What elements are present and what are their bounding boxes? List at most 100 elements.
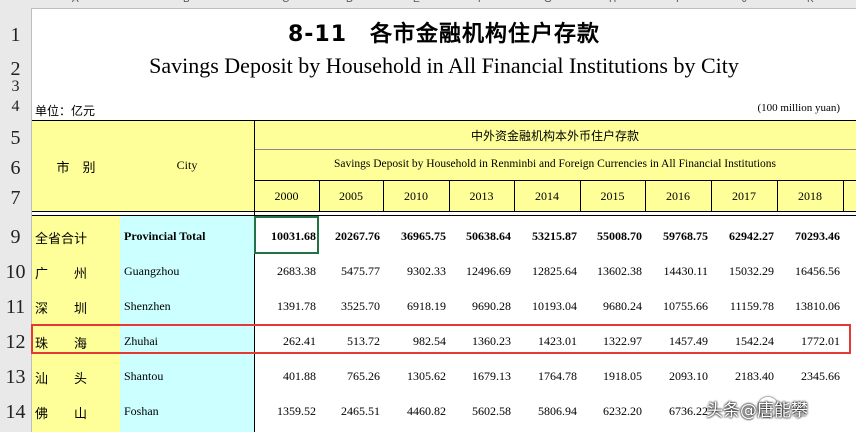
row-number[interactable]: 3 [11,78,20,95]
data-cell[interactable]: 50638.64 [466,229,511,243]
data-cell[interactable]: 70293.46 [795,229,840,243]
data-cell[interactable]: 10193.04 [532,299,577,313]
column-letter[interactable]: I [676,0,679,5]
data-cell[interactable]: 1772.01 [801,334,840,348]
data-cell[interactable]: 10755.66 [663,299,708,313]
row-number[interactable]: 4 [11,98,20,115]
column-letter[interactable]: B [183,0,190,5]
data-cell[interactable]: 2183.40 [735,369,774,383]
data-cell[interactable]: 10031.68 [271,229,316,243]
city-name-en[interactable]: Shantou [124,369,164,383]
row-number[interactable]: 11 [5,296,26,318]
data-cell[interactable]: 14430.11 [663,264,708,278]
data-cell[interactable]: 9690.28 [472,299,511,313]
data-cell[interactable]: 4460.82 [407,404,446,418]
data-cell[interactable]: 16456.56 [795,264,840,278]
data-cell[interactable]: 12496.69 [466,264,511,278]
row-number[interactable]: 13 [5,366,26,388]
data-cell[interactable]: 262.41 [283,334,316,348]
row-number[interactable]: 14 [5,401,26,423]
row-number[interactable]: 7 [10,187,21,209]
city-name-en[interactable]: Foshan [124,404,159,418]
data-cell[interactable]: 9302.33 [407,264,446,278]
border [580,181,581,211]
data-cell[interactable]: 1360.23 [472,334,511,348]
data-cell[interactable]: 12825.64 [532,264,577,278]
data-cell[interactable]: 13602.38 [597,264,642,278]
data-cell[interactable]: 62942.27 [729,229,774,243]
data-cell[interactable]: 2345.66 [801,369,840,383]
city-name-en[interactable]: Provincial Total [124,229,206,243]
data-cell[interactable]: 5475.77 [341,264,380,278]
city-header-english: City [176,158,198,172]
data-cell[interactable]: 1391.78 [277,299,316,313]
data-cell[interactable]: 2093.10 [669,369,708,383]
data-cell[interactable]: 3525.70 [341,299,380,313]
border [319,181,320,211]
data-cell[interactable]: 6918.19 [407,299,446,313]
city-name-cn[interactable]: 汕 头 [35,372,88,387]
data-cell[interactable]: 20267.76 [335,229,380,243]
data-cell[interactable]: 11159.78 [729,299,774,313]
data-cell[interactable]: 401.88 [283,369,316,383]
data-cell[interactable]: 6232.20 [603,404,642,418]
data-cell[interactable]: 1764.78 [538,369,577,383]
data-cell[interactable]: 1679.13 [472,369,511,383]
city-name-cn[interactable]: 全省合计 [35,232,88,247]
data-cell[interactable]: 2683.38 [277,264,316,278]
data-cell[interactable]: 1457.49 [669,334,708,348]
city-name-cn[interactable]: 珠 海 [35,337,88,352]
border [32,211,856,212]
data-cell[interactable]: 982.54 [413,334,446,348]
data-cell[interactable]: 15032.29 [729,264,774,278]
data-cell[interactable]: 2465.51 [341,404,380,418]
data-cell[interactable]: 1423.01 [538,334,577,348]
city-name-cn[interactable]: 佛 山 [35,407,88,422]
column-letter[interactable]: G [544,0,552,5]
border [254,121,255,432]
data-cell[interactable]: 1305.62 [407,369,446,383]
data-cell[interactable]: 1359.52 [277,404,316,418]
data-cell[interactable]: 55008.70 [597,229,642,243]
year-header: 2010 [404,189,428,203]
unit-chinese: 单位：亿元 [35,104,96,118]
row-number[interactable]: 1 [10,24,21,46]
city-name-en[interactable]: Zhuhai [124,334,158,348]
border [449,181,450,211]
data-cell[interactable]: 53215.87 [532,229,577,243]
data-cell[interactable]: 36965.75 [401,229,446,243]
row-number[interactable]: 12 [5,331,26,353]
column-letter[interactable]: C [282,0,289,5]
city-name-cn[interactable]: 深 圳 [35,302,88,317]
row-number[interactable]: 6 [10,157,21,179]
data-cell[interactable]: 1918.05 [603,369,642,383]
data-cell[interactable]: 9680.24 [603,299,642,313]
row-number[interactable]: 9 [10,226,21,248]
data-cell[interactable]: 13810.06 [795,299,840,313]
data-cell[interactable]: 5602.58 [472,404,511,418]
data-cell[interactable]: 6736.22 [669,404,708,418]
border [32,120,856,121]
data-cell[interactable]: 765.26 [347,369,380,383]
column-letter[interactable]: J [742,0,747,5]
column-letter[interactable]: K [807,0,814,5]
column-letter[interactable]: E [413,0,420,5]
data-cell[interactable]: 1542.24 [735,334,774,348]
column-letter[interactable]: D [346,0,353,5]
row-number[interactable]: 2 [10,58,21,80]
city-name-cn[interactable]: 广 州 [35,267,88,282]
data-cell[interactable]: 5806.94 [538,404,577,418]
row-number[interactable]: 10 [5,261,26,283]
data-cell[interactable]: 513.72 [347,334,380,348]
column-letter[interactable]: A [72,0,79,5]
data-cell[interactable]: 1322.97 [603,334,642,348]
year-header: 2005 [339,189,363,203]
row-header-bar [0,8,32,432]
city-name-en[interactable]: Guangzhou [124,264,180,278]
row-number[interactable]: 5 [10,127,21,149]
column-letter[interactable]: F [478,0,484,5]
column-letter[interactable]: H [609,0,616,5]
border [711,181,712,211]
data-cell[interactable]: 59768.75 [663,229,708,243]
city-name-en[interactable]: Shenzhen [124,299,171,313]
